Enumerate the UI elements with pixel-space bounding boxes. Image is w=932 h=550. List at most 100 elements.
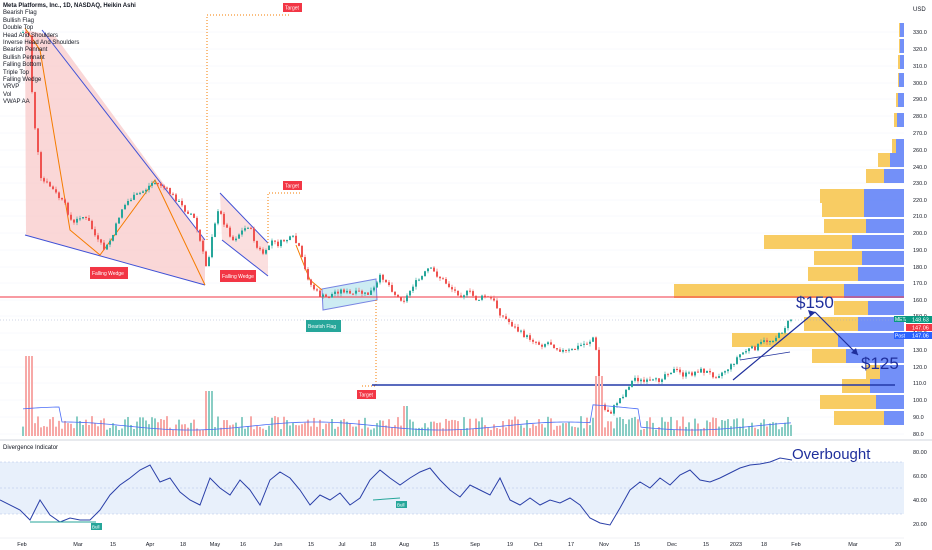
volume-bar bbox=[718, 426, 720, 436]
volume-bar bbox=[451, 419, 453, 436]
volume-bar bbox=[730, 426, 732, 436]
candle-body bbox=[85, 217, 87, 219]
vrvp-up-bar bbox=[899, 39, 900, 53]
candle-body bbox=[571, 348, 573, 350]
candle-body bbox=[235, 238, 237, 241]
candle-body bbox=[253, 228, 255, 241]
candle-body bbox=[238, 234, 240, 239]
indicator-item[interactable]: Inverse Head And Shoulders bbox=[3, 40, 80, 47]
candle-body bbox=[772, 340, 774, 342]
volume-bar bbox=[604, 427, 606, 436]
candle-body bbox=[124, 204, 126, 210]
volume-bar bbox=[199, 429, 201, 436]
post-price: 147.06 bbox=[912, 334, 929, 340]
bull-label-2: Bull bbox=[397, 503, 405, 508]
candle-body bbox=[532, 339, 534, 342]
volume-bar bbox=[370, 429, 372, 436]
vrvp-down-bar bbox=[900, 39, 904, 53]
vrvp-down-bar bbox=[864, 203, 904, 217]
volume-bar bbox=[694, 418, 696, 436]
volume-bar bbox=[91, 416, 93, 436]
candle-body bbox=[172, 193, 174, 195]
candle-body bbox=[430, 267, 432, 269]
candle-body bbox=[712, 372, 714, 378]
candle-body bbox=[529, 335, 531, 340]
indicator-item[interactable]: Head And Shoulders bbox=[3, 32, 59, 39]
indicator-legend[interactable]: Meta Platforms, Inc., 1D, NASDAQ, Heikin… bbox=[3, 3, 136, 107]
candle-body bbox=[295, 235, 297, 244]
volume-bar bbox=[592, 417, 594, 436]
candle-body bbox=[118, 217, 120, 224]
candle-body bbox=[127, 201, 129, 205]
volume-bar bbox=[466, 428, 468, 436]
meta-price: 148.63 bbox=[912, 318, 929, 324]
indicator-item[interactable]: Bearish Flag bbox=[3, 10, 37, 17]
falling-wedge-2-shade bbox=[220, 193, 268, 276]
volume-bar bbox=[643, 428, 645, 436]
vrvp-up-bar bbox=[804, 317, 858, 331]
candle-body bbox=[112, 234, 114, 241]
indicator-item[interactable]: VWAP AA bbox=[3, 99, 30, 106]
indicator-item[interactable]: VRVP bbox=[3, 84, 20, 91]
x-tick-label: 19 bbox=[507, 542, 513, 548]
candle-body bbox=[283, 240, 285, 242]
volume-bar bbox=[361, 428, 363, 436]
candle-body bbox=[574, 348, 576, 350]
price-scale[interactable] bbox=[905, 0, 932, 550]
indicator-item[interactable]: Falling Wedge bbox=[3, 77, 42, 84]
volume-bar bbox=[502, 421, 504, 436]
candle-body bbox=[382, 274, 384, 280]
post-price-badge bbox=[906, 332, 932, 339]
candle-body bbox=[439, 276, 441, 279]
y-tick-label: 220.0 bbox=[913, 198, 927, 204]
volume-bar bbox=[460, 429, 462, 436]
candle-body bbox=[715, 377, 717, 379]
volume-bar bbox=[373, 428, 375, 436]
indicator-item[interactable]: Triple Top bbox=[3, 69, 30, 76]
vrvp-up-bar bbox=[834, 411, 884, 425]
candle-body bbox=[82, 217, 84, 219]
candle-body bbox=[730, 364, 732, 370]
volume-bar bbox=[247, 426, 249, 436]
candle-body bbox=[202, 240, 204, 252]
volume-bar bbox=[142, 417, 144, 436]
candle-body bbox=[409, 290, 411, 296]
volume-bar bbox=[736, 418, 738, 436]
indicator-item[interactable]: Bearish Pennant bbox=[3, 47, 48, 54]
candle-body bbox=[400, 296, 402, 301]
volume-bar bbox=[346, 421, 348, 436]
volume-bar bbox=[283, 416, 285, 436]
volume-bar bbox=[253, 429, 255, 436]
volume-profile bbox=[674, 23, 904, 425]
volume-bar bbox=[463, 417, 465, 436]
target-label-1: Target bbox=[285, 6, 300, 12]
candle-body bbox=[169, 188, 171, 194]
indicator-item[interactable]: Double Top bbox=[3, 25, 34, 32]
candle-body bbox=[412, 286, 414, 291]
indicator-item[interactable]: Bullish Flag bbox=[3, 17, 35, 24]
candle-body bbox=[52, 186, 54, 190]
volume-bar bbox=[223, 420, 225, 436]
candle-body bbox=[220, 211, 222, 214]
volume-bar bbox=[394, 425, 396, 436]
volume-bar bbox=[220, 427, 222, 436]
x-tick-label: Nov bbox=[599, 542, 609, 548]
indicator-item[interactable]: Falling Bottom bbox=[3, 62, 42, 69]
volume-bar bbox=[481, 417, 483, 436]
falling-wedge-badge-2 bbox=[220, 270, 256, 282]
indicator-item[interactable]: Vol bbox=[3, 91, 12, 98]
bull-label-1: Bull bbox=[92, 525, 100, 530]
y-tick-label: 310.0 bbox=[913, 64, 927, 70]
x-tick-label: Jul bbox=[338, 542, 345, 548]
candle-body bbox=[679, 369, 681, 373]
indicator-item[interactable]: Bullish Pennant bbox=[3, 54, 45, 61]
candle-body bbox=[511, 322, 513, 327]
candle-body bbox=[625, 389, 627, 397]
candle-body bbox=[187, 211, 189, 214]
vrvp-down-bar bbox=[852, 235, 904, 249]
post-label-badge bbox=[894, 332, 906, 339]
candle-body bbox=[148, 185, 150, 190]
candle-body bbox=[547, 342, 549, 345]
candle-body bbox=[262, 249, 264, 254]
